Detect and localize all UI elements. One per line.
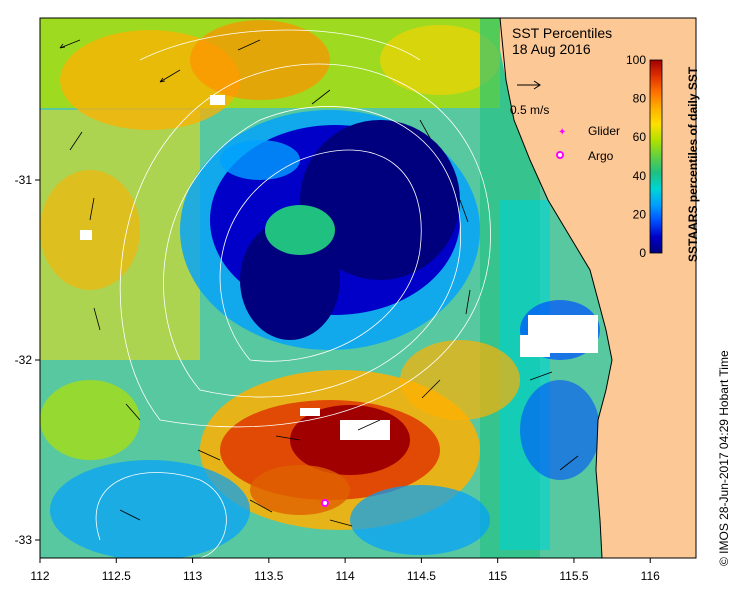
plot-frame (39, 17, 697, 559)
argo-marker (321, 499, 329, 507)
colorbar (649, 59, 663, 254)
velocity-scale-arrow (517, 80, 541, 90)
x-tick-label: 113.5 (254, 569, 283, 583)
x-tick-label: 115.5 (559, 569, 588, 583)
map-title: SST Percentiles (512, 25, 612, 41)
glider-legend-label: Glider (588, 124, 620, 138)
colorbar-tick-label: 80 (633, 92, 647, 106)
credit-text: © IMOS 28-Jun-2017 04:29 Hobart Time (717, 350, 731, 566)
x-tick-label: 115 (488, 569, 507, 583)
x-tick-label: 116 (641, 569, 660, 583)
x-tick-label: 113 (183, 569, 202, 583)
y-tick-label: -31 (15, 173, 33, 187)
glider-legend-icon: ✦ (558, 127, 566, 138)
y-tick-label: -33 (15, 533, 33, 547)
y-tick-label: -32 (15, 353, 33, 367)
colorbar-tick-label: 0 (639, 246, 646, 260)
svg-text:✦: ✦ (558, 127, 566, 138)
colorbar-tick-label: 40 (633, 169, 647, 183)
sst-field (40, 18, 696, 558)
velocity-scale-label: 0.5 m/s (510, 103, 549, 117)
colorbar-ticks: 0 20 40 60 80 100 (626, 53, 646, 260)
x-tick-label: 112 (30, 569, 49, 583)
x-axis: 112 112.5 113 113.5 114 114.5 115 115.5 116 (30, 558, 660, 583)
x-tick-label: 112.5 (102, 569, 131, 583)
sea-level-contours (95, 29, 491, 558)
map-date: 18 Aug 2016 (512, 41, 591, 57)
argo-legend-icon (556, 151, 564, 159)
colorbar-tick-label: 60 (633, 130, 647, 144)
current-vectors (59, 39, 579, 527)
x-tick-label: 114.5 (407, 569, 436, 583)
argo-legend-label: Argo (588, 149, 614, 163)
x-tick-label: 114 (336, 569, 355, 583)
land-mass (500, 18, 696, 558)
colorbar-tick-label: 100 (626, 53, 646, 67)
colorbar-label: SSTAARS percentiles of daily SST (686, 66, 700, 262)
colorbar-tick-label: 20 (633, 207, 647, 221)
y-axis: -31 -32 -33 (15, 173, 40, 547)
